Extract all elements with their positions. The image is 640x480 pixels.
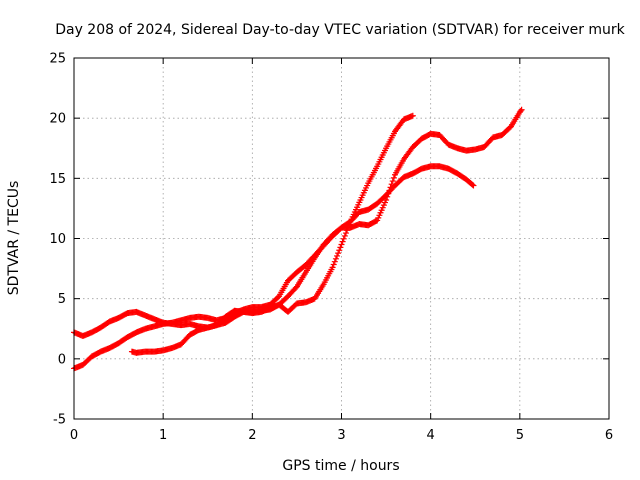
y-tick-label: 0 (58, 352, 66, 367)
data-point (336, 247, 343, 254)
data-point (329, 264, 336, 271)
data-point (340, 235, 347, 242)
chart-title: Day 208 of 2024, Sidereal Day-to-day VTE… (55, 22, 625, 38)
x-tick-label: 2 (248, 428, 256, 443)
data-point (409, 112, 416, 119)
data-point (518, 106, 525, 113)
y-tick-label: 15 (49, 172, 66, 187)
x-tick-label: 5 (516, 428, 524, 443)
y-tick-label: 25 (49, 52, 66, 67)
y-axis-label: SDTVAR / TECUs (6, 181, 22, 296)
data-point (388, 181, 395, 188)
data-point (345, 224, 352, 231)
x-axis-label: GPS time / hours (282, 458, 399, 474)
data-point (373, 218, 380, 225)
data-point (274, 294, 281, 301)
data-point (470, 182, 477, 189)
data-point (330, 261, 337, 268)
y-tick-labels: -5 0 5 10 15 20 25 (49, 52, 66, 428)
axis-ticks (73, 57, 610, 420)
series-2 (409, 163, 477, 189)
data-point (469, 181, 476, 188)
data-point (335, 250, 342, 257)
data-point (389, 178, 396, 185)
y-tick-label: 20 (49, 112, 66, 127)
data-point (517, 107, 524, 114)
x-tick-label: 3 (337, 428, 345, 443)
series-5 (128, 112, 416, 356)
data-point (337, 244, 344, 251)
data-point (384, 193, 391, 200)
x-tick-label: 1 (159, 428, 167, 443)
data-point (344, 227, 351, 234)
data-point (387, 184, 394, 191)
data-points (71, 106, 525, 372)
data-point (390, 174, 397, 181)
x-tick-labels: 0 1 2 3 4 5 6 (70, 428, 613, 443)
y-tick-label: -5 (53, 413, 66, 428)
x-tick-label: 0 (70, 428, 78, 443)
x-tick-label: 6 (605, 428, 613, 443)
data-point (338, 241, 345, 248)
data-point (332, 255, 339, 262)
data-point (386, 187, 393, 194)
y-tick-label: 5 (58, 292, 66, 307)
y-tick-label: 10 (49, 232, 66, 247)
data-point (331, 258, 338, 265)
data-point (385, 190, 392, 197)
data-point (341, 232, 348, 239)
data-point (292, 284, 299, 291)
data-point (346, 221, 353, 228)
data-point (339, 238, 346, 245)
data-point (342, 230, 349, 237)
data-point (383, 196, 390, 203)
data-point (334, 252, 341, 259)
series-4 (409, 106, 525, 154)
series-1 (71, 170, 416, 372)
x-tick-label: 4 (427, 428, 435, 443)
